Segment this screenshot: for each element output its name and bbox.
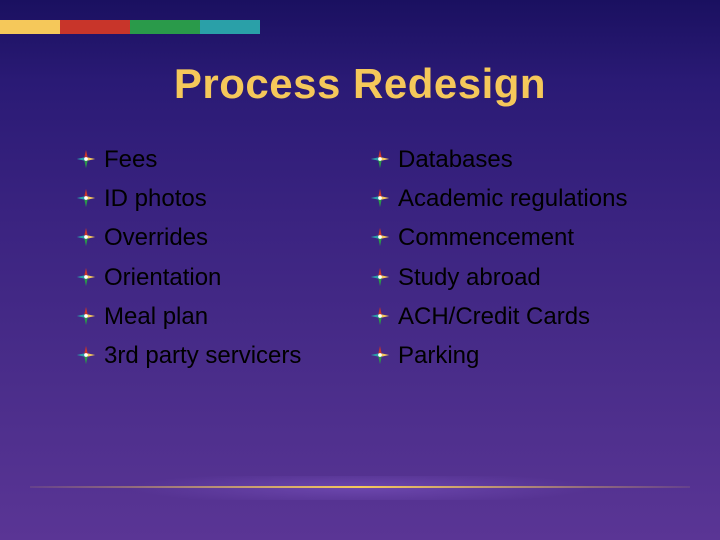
list-item-text: Databases (398, 144, 513, 175)
list-item: Meal plan (76, 301, 350, 332)
slide-container: Process Redesign Fees ID photos Override… (0, 0, 720, 540)
list-item: ID photos (76, 183, 350, 214)
list-item: Orientation (76, 262, 350, 293)
bottom-divider (30, 486, 690, 488)
list-item: Commencement (370, 222, 644, 253)
list-item: Academic regulations (370, 183, 644, 214)
compass-bullet-icon (370, 267, 390, 287)
compass-bullet-icon (76, 306, 96, 326)
compass-bullet-icon (370, 306, 390, 326)
left-column: Fees ID photos Overrides Orientation Mea… (76, 144, 350, 379)
compass-bullet-icon (370, 149, 390, 169)
compass-bullet-icon (76, 267, 96, 287)
list-item: Overrides (76, 222, 350, 253)
compass-bullet-icon (370, 227, 390, 247)
list-item: Databases (370, 144, 644, 175)
list-item-text: Meal plan (104, 301, 208, 332)
compass-bullet-icon (76, 227, 96, 247)
slide-title: Process Redesign (40, 60, 680, 108)
list-item-text: 3rd party servicers (104, 340, 301, 371)
list-item-text: Parking (398, 340, 479, 371)
list-item: Fees (76, 144, 350, 175)
list-item: 3rd party servicers (76, 340, 350, 371)
list-item-text: Commencement (398, 222, 574, 253)
right-column: Databases Academic regulations Commencem… (370, 144, 644, 379)
list-item: Study abroad (370, 262, 644, 293)
list-item-text: Academic regulations (398, 183, 627, 214)
list-item-text: Overrides (104, 222, 208, 253)
bottom-glow (30, 476, 690, 500)
list-item: Parking (370, 340, 644, 371)
compass-bullet-icon (76, 149, 96, 169)
list-item: ACH/Credit Cards (370, 301, 644, 332)
list-item-text: ID photos (104, 183, 207, 214)
list-item-text: Fees (104, 144, 157, 175)
compass-bullet-icon (76, 345, 96, 365)
list-item-text: ACH/Credit Cards (398, 301, 590, 332)
content-columns: Fees ID photos Overrides Orientation Mea… (40, 144, 680, 379)
list-item-text: Orientation (104, 262, 221, 293)
list-item-text: Study abroad (398, 262, 541, 293)
compass-bullet-icon (370, 345, 390, 365)
compass-bullet-icon (370, 188, 390, 208)
compass-bullet-icon (76, 188, 96, 208)
